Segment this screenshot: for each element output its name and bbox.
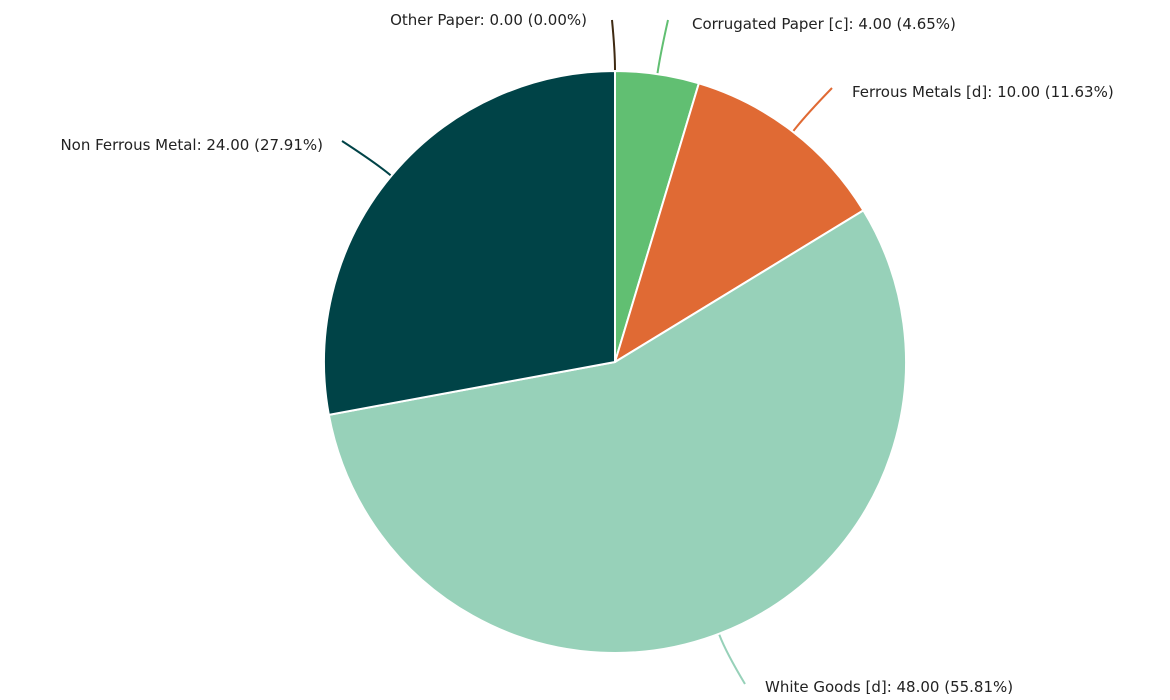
slice-non-ferrous-metal [323, 69, 616, 417]
slice-label-white-goods-d: White Goods [d]: 48.00 (55.81%) [765, 678, 1013, 696]
slice-label-non-ferrous-metal: Non Ferrous Metal: 24.00 (27.91%) [60, 136, 323, 154]
leader-line-white-goods-d [718, 634, 746, 685]
slice-ferrous-metals-d [613, 82, 865, 365]
leader-line-non-ferrous-metal [341, 140, 392, 176]
slice-label-ferrous-metals-d: Ferrous Metals [d]: 10.00 (11.63%) [852, 83, 1114, 101]
slice-label-corrugated-paper-c: Corrugated Paper [c]: 4.00 (4.65%) [692, 15, 956, 33]
slice-label-other-paper: Other Paper: 0.00 (0.00%) [390, 11, 587, 29]
leader-line-corrugated-paper-c [656, 19, 669, 74]
leader-line-ferrous-metals-d [792, 87, 833, 132]
slice-white-goods-d [327, 209, 907, 654]
leader-line-other-paper [611, 19, 616, 71]
leaders-layer [341, 19, 833, 685]
slices-layer [323, 69, 907, 654]
labels-layer: Other Paper: 0.00 (0.00%) Corrugated Pape… [60, 11, 1113, 696]
